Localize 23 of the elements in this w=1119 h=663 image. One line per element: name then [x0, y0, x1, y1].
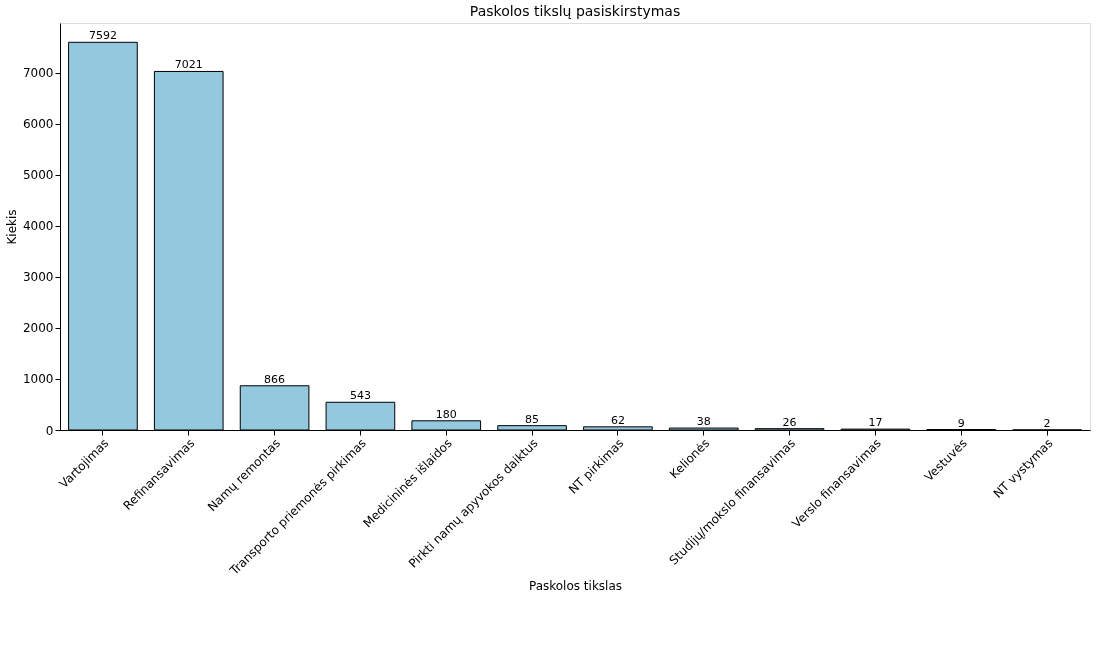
y-tick-label: 1000 [22, 372, 54, 387]
y-tick-label: 2000 [22, 321, 54, 336]
y-tick-label: 5000 [22, 168, 54, 183]
data-label: 866 [264, 372, 286, 386]
data-label: 38 [696, 415, 711, 429]
y-tick-label: 7000 [22, 66, 54, 81]
data-label: 180 [435, 407, 457, 421]
y-tick-label: 6000 [22, 117, 54, 132]
data-label: 7592 [88, 29, 117, 43]
x-axis-title: Paskolos tikslas [528, 579, 623, 593]
data-label: 85 [525, 412, 540, 426]
data-label: 62 [610, 413, 625, 427]
data-label: 7021 [174, 58, 203, 72]
data-label: 26 [782, 415, 797, 429]
data-label: 17 [868, 416, 883, 430]
y-tick-label: 3000 [22, 270, 54, 285]
data-label: 9 [957, 416, 965, 430]
data-label: 543 [349, 389, 371, 403]
data-label: 2 [1043, 416, 1051, 430]
y-tick-label: 4000 [22, 219, 54, 234]
chart-title: Paskolos tikslų pasiskirstymas [469, 3, 681, 19]
y-tick-label: 0 [45, 423, 54, 438]
y-axis-title: Kiekis [4, 209, 19, 245]
